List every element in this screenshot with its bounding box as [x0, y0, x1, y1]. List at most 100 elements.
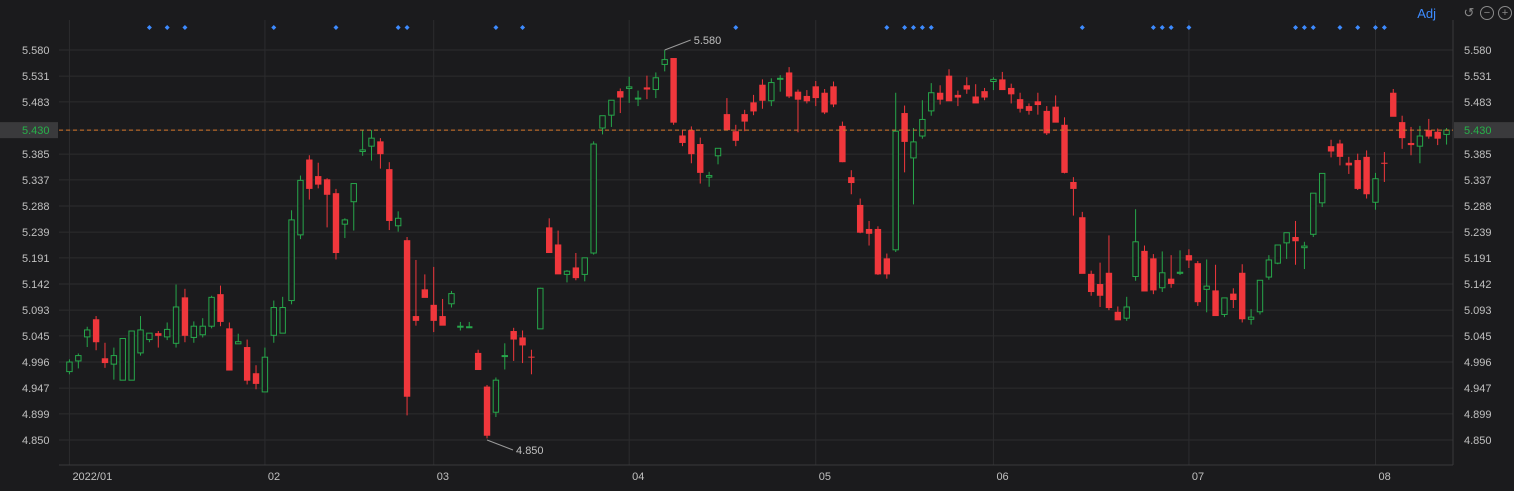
candle-up[interactable]: [1301, 245, 1308, 249]
candle-down[interactable]: [865, 228, 873, 234]
adjust-button[interactable]: Adj: [1417, 5, 1436, 21]
candle-down[interactable]: [155, 333, 162, 336]
event-marker-icon[interactable]: [1186, 25, 1192, 30]
event-marker-icon[interactable]: [910, 25, 916, 30]
candle-up[interactable]: [457, 325, 464, 328]
candle-down[interactable]: [1363, 156, 1370, 195]
candle-up[interactable]: [1274, 244, 1281, 264]
candle-down[interactable]: [839, 125, 846, 163]
candle-up[interactable]: [661, 59, 668, 65]
candle-up[interactable]: [608, 99, 615, 116]
candle-up[interactable]: [66, 361, 73, 373]
candle-up[interactable]: [768, 82, 775, 102]
candle-down[interactable]: [1167, 278, 1175, 284]
event-marker-icon[interactable]: [146, 25, 152, 30]
candle-up[interactable]: [466, 326, 473, 329]
candle-down[interactable]: [688, 130, 695, 155]
candle-up[interactable]: [990, 78, 997, 83]
event-marker-icon[interactable]: [1159, 25, 1165, 30]
candle-up[interactable]: [1265, 259, 1273, 278]
candle-down[interactable]: [1052, 106, 1059, 123]
candle-down[interactable]: [217, 294, 224, 322]
candle-up[interactable]: [1221, 297, 1228, 315]
event-marker-icon[interactable]: [164, 25, 170, 30]
candle-down[interactable]: [101, 358, 109, 364]
candle-down[interactable]: [386, 169, 393, 221]
event-marker-icon[interactable]: [271, 25, 277, 30]
event-marker-icon[interactable]: [520, 25, 526, 30]
candle-down[interactable]: [1079, 217, 1086, 274]
event-marker-icon[interactable]: [919, 25, 925, 30]
candle-up[interactable]: [270, 307, 277, 336]
candle-down[interactable]: [181, 297, 189, 336]
candle-down[interactable]: [1034, 101, 1042, 106]
candle-up[interactable]: [892, 130, 899, 251]
event-marker-icon[interactable]: [493, 25, 499, 30]
candle-down[interactable]: [723, 114, 731, 131]
candle-down[interactable]: [1434, 131, 1441, 139]
candle-down[interactable]: [439, 316, 446, 326]
event-marker-icon[interactable]: [1355, 25, 1361, 30]
candle-down[interactable]: [954, 94, 962, 98]
candle-down[interactable]: [92, 319, 100, 343]
candle-down[interactable]: [1327, 146, 1335, 152]
event-marker-icon[interactable]: [395, 25, 401, 30]
candle-up[interactable]: [297, 179, 304, 236]
candle-up[interactable]: [1310, 192, 1317, 235]
candle-down[interactable]: [901, 113, 908, 142]
candle-up[interactable]: [448, 293, 455, 305]
candle-up[interactable]: [492, 379, 500, 413]
event-marker-icon[interactable]: [884, 25, 890, 30]
event-marker-icon[interactable]: [902, 25, 908, 30]
event-marker-icon[interactable]: [1310, 25, 1316, 30]
candle-up[interactable]: [261, 356, 269, 393]
candle-down[interactable]: [883, 258, 891, 275]
candle-down[interactable]: [794, 91, 802, 100]
candle-up[interactable]: [235, 341, 242, 345]
candle-down[interactable]: [306, 159, 313, 189]
candle-down[interactable]: [528, 356, 535, 358]
candle-down[interactable]: [741, 114, 748, 122]
candle-up[interactable]: [172, 306, 180, 344]
candle-down[interactable]: [1345, 162, 1353, 166]
candle-down[interactable]: [377, 141, 384, 155]
candle-up[interactable]: [1159, 272, 1166, 289]
candle-up[interactable]: [84, 329, 91, 338]
candle-up[interactable]: [137, 329, 144, 354]
candle-down[interactable]: [679, 135, 686, 143]
candle-down[interactable]: [572, 267, 580, 279]
candle-up[interactable]: [119, 337, 126, 381]
candle-up[interactable]: [1283, 232, 1290, 244]
candle-up[interactable]: [599, 115, 606, 129]
candle-down[interactable]: [1390, 92, 1397, 117]
candle-up[interactable]: [1247, 316, 1255, 320]
candle-down[interactable]: [1425, 130, 1432, 137]
candle-down[interactable]: [421, 289, 429, 298]
candle-up[interactable]: [146, 332, 153, 341]
candle-down[interactable]: [1398, 122, 1406, 139]
candle-down[interactable]: [1070, 181, 1077, 189]
event-marker-icon[interactable]: [1150, 25, 1156, 30]
candle-down[interactable]: [999, 79, 1006, 91]
candle-up[interactable]: [394, 217, 402, 227]
candle-down[interactable]: [1016, 99, 1024, 109]
candle-down[interactable]: [483, 386, 491, 436]
candle-down[interactable]: [1381, 162, 1388, 164]
candle-down[interactable]: [759, 84, 766, 101]
candle-down[interactable]: [323, 179, 331, 195]
candle-down[interactable]: [403, 240, 411, 397]
event-marker-icon[interactable]: [404, 25, 410, 30]
event-marker-icon[interactable]: [1079, 25, 1085, 30]
event-marker-icon[interactable]: [182, 25, 188, 30]
candle-down[interactable]: [874, 228, 882, 275]
candle-up[interactable]: [919, 118, 926, 137]
candle-down[interactable]: [1336, 143, 1344, 157]
candle-down[interactable]: [750, 102, 757, 112]
candle-down[interactable]: [963, 85, 970, 90]
candle-down[interactable]: [554, 244, 562, 275]
candle-down[interactable]: [856, 204, 864, 233]
candle-down[interactable]: [1354, 160, 1361, 189]
candle-down[interactable]: [812, 86, 819, 99]
candle-down[interactable]: [546, 227, 553, 254]
